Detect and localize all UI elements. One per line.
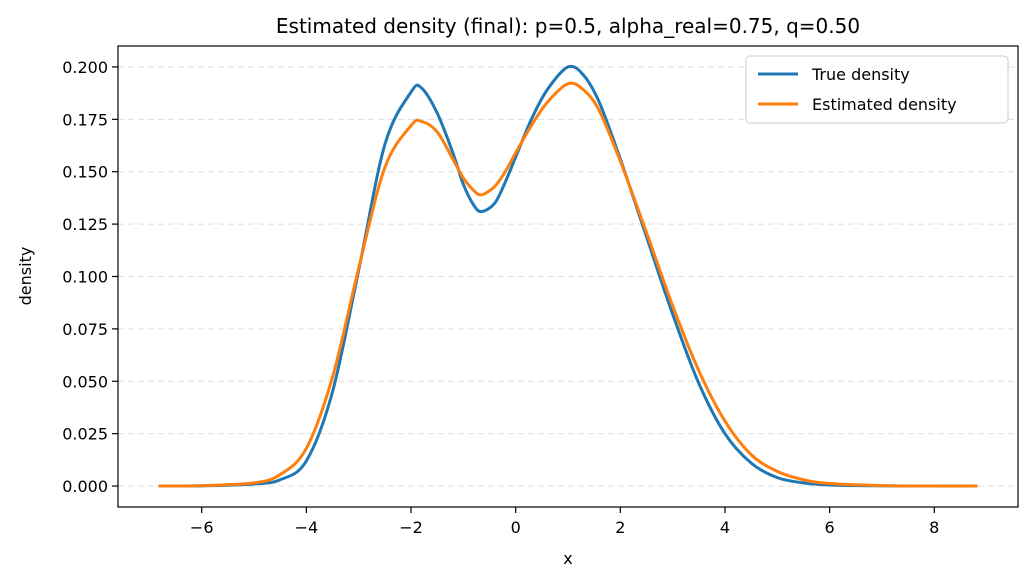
x-tick-label: 8 [929, 518, 939, 537]
y-tick-label: 0.150 [62, 163, 108, 182]
x-axis-label: x [563, 549, 572, 568]
y-tick-label: 0.000 [62, 477, 108, 496]
y-axis-ticks: 0.000 0.025 0.050 0.075 0.100 0.125 0.150 0.175… [62, 58, 118, 496]
y-tick-label: 0.075 [62, 320, 108, 339]
x-tick-label: 6 [825, 518, 835, 537]
x-tick-label: −2 [399, 518, 423, 537]
series-lines [158, 64, 978, 488]
x-tick-label: 2 [615, 518, 625, 537]
legend-entry-estimated-density: Estimated density [812, 95, 957, 114]
x-tick-label: 4 [720, 518, 730, 537]
true-density-line [158, 64, 978, 488]
estimated-density-line [158, 81, 978, 488]
grid-lines [118, 66, 1018, 487]
legend: True density Estimated density [745, 55, 1009, 124]
y-tick-label: 0.125 [62, 215, 108, 234]
y-tick-label: 0.200 [62, 58, 108, 77]
chart-title: Estimated density (final): p=0.5, alpha_… [276, 14, 860, 38]
y-axis-label: density [16, 247, 35, 306]
y-tick-label: 0.025 [62, 425, 108, 444]
legend-box [745, 55, 1009, 124]
x-axis-ticks: −6 −4 −2 0 2 4 6 8 [190, 507, 939, 537]
y-tick-label: 0.100 [62, 268, 108, 287]
x-tick-label: −4 [295, 518, 319, 537]
y-tick-label: 0.050 [62, 372, 108, 391]
x-tick-label: 0 [511, 518, 521, 537]
legend-entry-true-density: True density [811, 65, 910, 84]
x-tick-label: −6 [190, 518, 214, 537]
y-tick-label: 0.175 [62, 110, 108, 129]
